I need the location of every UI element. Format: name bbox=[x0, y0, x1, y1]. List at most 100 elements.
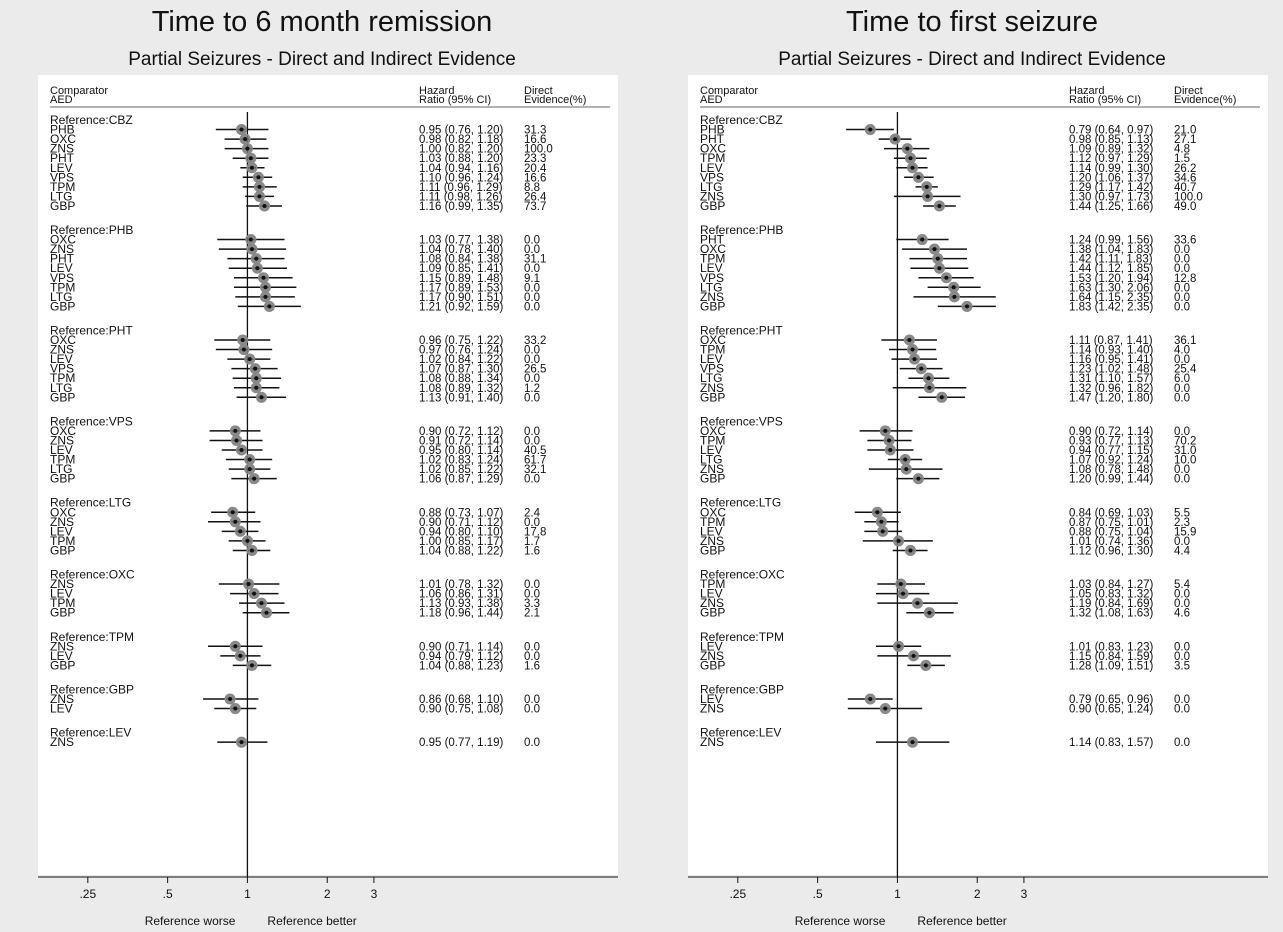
point-center bbox=[944, 276, 948, 280]
x-label-reference-better: Reference better bbox=[917, 914, 1006, 928]
point-center bbox=[263, 295, 267, 299]
hazard-ratio-value: 0.95 (0.77, 1.19) bbox=[419, 737, 504, 749]
point-center bbox=[879, 520, 883, 524]
point-center bbox=[911, 348, 915, 352]
hazard-ratio-value: 1.28 (1.09, 1.51) bbox=[1069, 660, 1154, 672]
aed-label: GBP bbox=[50, 543, 75, 557]
point-center bbox=[868, 128, 872, 132]
point-center bbox=[912, 654, 916, 658]
direct-evidence-value: 4.6 bbox=[1174, 608, 1190, 620]
point-center bbox=[883, 707, 887, 711]
direct-evidence-value: 0.0 bbox=[524, 301, 540, 313]
aed-label: LEV bbox=[50, 702, 73, 716]
hazard-ratio-value: 1.83 (1.42, 2.35) bbox=[1069, 301, 1154, 313]
point-center bbox=[916, 477, 920, 481]
direct-evidence-value: 0.0 bbox=[524, 474, 540, 486]
hazard-ratio-value: 1.12 (0.96, 1.30) bbox=[1069, 545, 1154, 557]
point-center bbox=[235, 438, 239, 442]
aed-label: GBP bbox=[700, 199, 725, 213]
x-label-reference-worse: Reference worse bbox=[145, 914, 236, 928]
point-center bbox=[888, 448, 892, 452]
point-center bbox=[254, 386, 258, 390]
direct-evidence-value: 0.0 bbox=[1174, 474, 1190, 486]
point-center bbox=[911, 740, 915, 744]
point-center bbox=[252, 592, 256, 596]
point-center bbox=[252, 477, 256, 481]
x-label-reference-better: Reference better bbox=[267, 914, 356, 928]
point-center bbox=[248, 467, 252, 471]
x-tick-label: 2 bbox=[974, 887, 981, 901]
point-center bbox=[927, 386, 931, 390]
point-center bbox=[259, 395, 263, 399]
point-center bbox=[893, 137, 897, 141]
point-center bbox=[254, 257, 258, 261]
aed-label: GBP bbox=[50, 472, 75, 486]
point-center bbox=[905, 147, 909, 151]
point-center bbox=[868, 697, 872, 701]
direct-evidence-value: 1.6 bbox=[524, 545, 540, 557]
point-center bbox=[908, 548, 912, 552]
x-tick-label: 1 bbox=[894, 887, 901, 901]
hazard-ratio-value: 1.32 (1.08, 1.63) bbox=[1069, 608, 1154, 620]
point-center bbox=[933, 247, 937, 251]
aed-label: ZNS bbox=[700, 702, 724, 716]
point-center bbox=[907, 338, 911, 342]
point-center bbox=[267, 304, 271, 308]
point-center bbox=[238, 654, 242, 658]
direct-evidence-value: 0.0 bbox=[1174, 392, 1190, 404]
hazard-ratio-value: 0.90 (0.75, 1.08) bbox=[419, 704, 504, 716]
aed-label: GBP bbox=[50, 658, 75, 672]
x-tick-label: .5 bbox=[813, 887, 823, 901]
point-center bbox=[233, 707, 237, 711]
point-center bbox=[952, 295, 956, 299]
hazard-ratio-value: 1.16 (0.99, 1.35) bbox=[419, 201, 504, 213]
column-header-ratio: Ratio (95% CI) bbox=[419, 94, 491, 106]
point-center bbox=[899, 582, 903, 586]
point-center bbox=[915, 601, 919, 605]
point-center bbox=[926, 194, 930, 198]
point-center bbox=[887, 438, 891, 442]
hazard-ratio-value: 1.14 (0.83, 1.57) bbox=[1069, 737, 1154, 749]
direct-evidence-value: 0.0 bbox=[1174, 737, 1190, 749]
direct-evidence-value: 3.5 bbox=[1174, 660, 1190, 672]
point-center bbox=[240, 128, 244, 132]
point-center bbox=[259, 601, 263, 605]
point-center bbox=[231, 510, 235, 514]
hazard-ratio-value: 1.06 (0.87, 1.29) bbox=[419, 474, 504, 486]
point-center bbox=[240, 448, 244, 452]
aed-label: GBP bbox=[700, 658, 725, 672]
point-center bbox=[940, 395, 944, 399]
point-center bbox=[927, 611, 931, 615]
aed-label: GBP bbox=[700, 390, 725, 404]
column-header-ratio: Ratio (95% CI) bbox=[1069, 94, 1141, 106]
point-center bbox=[245, 147, 249, 151]
point-center bbox=[875, 510, 879, 514]
hazard-ratio-value: 1.47 (1.20, 1.80) bbox=[1069, 392, 1154, 404]
point-center bbox=[911, 166, 915, 170]
point-center bbox=[250, 166, 254, 170]
point-center bbox=[904, 467, 908, 471]
point-center bbox=[883, 429, 887, 433]
point-center bbox=[897, 539, 901, 543]
point-center bbox=[233, 644, 237, 648]
point-center bbox=[250, 247, 254, 251]
direct-evidence-value: 0.0 bbox=[524, 392, 540, 404]
point-center bbox=[901, 592, 905, 596]
point-center bbox=[925, 185, 929, 189]
hazard-ratio-value: 1.44 (1.25, 1.66) bbox=[1069, 201, 1154, 213]
aed-label: GBP bbox=[50, 390, 75, 404]
point-center bbox=[250, 548, 254, 552]
point-center bbox=[245, 539, 249, 543]
point-center bbox=[881, 529, 885, 533]
point-center bbox=[924, 663, 928, 667]
point-center bbox=[228, 697, 232, 701]
direct-evidence-value: 1.6 bbox=[524, 660, 540, 672]
point-center bbox=[242, 348, 246, 352]
hazard-ratio-value: 1.13 (0.91, 1.40) bbox=[419, 392, 504, 404]
aed-label: GBP bbox=[700, 543, 725, 557]
point-center bbox=[238, 529, 242, 533]
hazard-ratio-value: 1.04 (0.88, 1.23) bbox=[419, 660, 504, 672]
direct-evidence-value: 0.0 bbox=[524, 737, 540, 749]
aed-label: ZNS bbox=[700, 735, 724, 749]
point-center bbox=[243, 137, 247, 141]
